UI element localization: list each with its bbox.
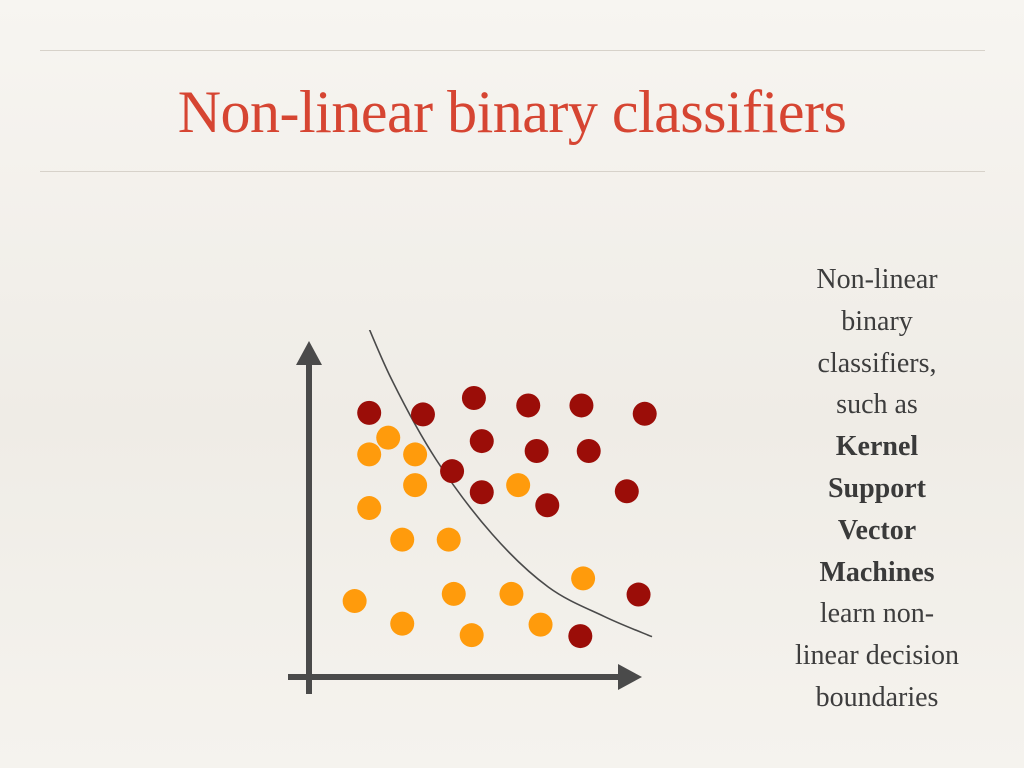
orange-point xyxy=(390,611,415,636)
dark-red-point xyxy=(469,480,494,505)
y-axis-arrowhead xyxy=(296,341,322,365)
orange-point xyxy=(390,527,415,552)
orange-point xyxy=(342,589,367,614)
caption-line: Machines xyxy=(819,556,935,588)
orange-point xyxy=(357,442,382,467)
orange-point xyxy=(357,496,382,521)
orange-point xyxy=(528,612,553,637)
orange-point xyxy=(403,442,428,467)
caption-line: Kernel xyxy=(835,431,919,463)
orange-point xyxy=(459,623,484,648)
caption-line: boundaries xyxy=(815,681,939,713)
dark-red-point xyxy=(357,400,382,425)
orange-point xyxy=(376,425,401,450)
decision-boundary-curve xyxy=(368,330,653,638)
dark-red-point xyxy=(440,459,465,484)
dark-red-point xyxy=(516,393,541,418)
caption-line: classifiers, xyxy=(817,347,937,379)
x-axis-arrowhead xyxy=(618,664,642,690)
dark-red-point xyxy=(632,401,657,426)
title-rule-top xyxy=(40,50,985,51)
dark-red-point xyxy=(576,439,601,464)
dark-red-point xyxy=(614,479,639,504)
orange-point xyxy=(403,473,428,498)
orange-point xyxy=(571,566,596,591)
caption-text: Non-linear binary classifiers, such as Kerne… xyxy=(770,259,984,719)
data-points xyxy=(342,386,657,649)
dark-red-point xyxy=(410,402,435,427)
slide-title: Non-linear binary classifiers xyxy=(177,79,847,145)
dark-red-point xyxy=(524,439,549,464)
caption-line: linear decision xyxy=(794,640,960,672)
title-rule-bottom xyxy=(40,171,985,172)
axes xyxy=(288,341,642,694)
caption-line: learn non- xyxy=(819,598,935,630)
dark-red-point xyxy=(469,429,494,454)
dark-red-point xyxy=(568,624,593,649)
orange-point xyxy=(506,473,531,498)
caption-line: Support xyxy=(827,472,927,504)
orange-point xyxy=(441,581,466,606)
dark-red-point xyxy=(535,493,560,518)
dark-red-point xyxy=(461,386,486,410)
caption-line: Vector xyxy=(837,514,917,546)
caption-line: binary xyxy=(841,305,913,337)
dark-red-point xyxy=(569,393,594,418)
orange-point xyxy=(436,527,461,552)
caption-line: Non-linear xyxy=(816,264,938,295)
orange-point xyxy=(499,581,524,606)
dark-red-point xyxy=(626,582,651,607)
caption-line: such as xyxy=(836,389,918,421)
